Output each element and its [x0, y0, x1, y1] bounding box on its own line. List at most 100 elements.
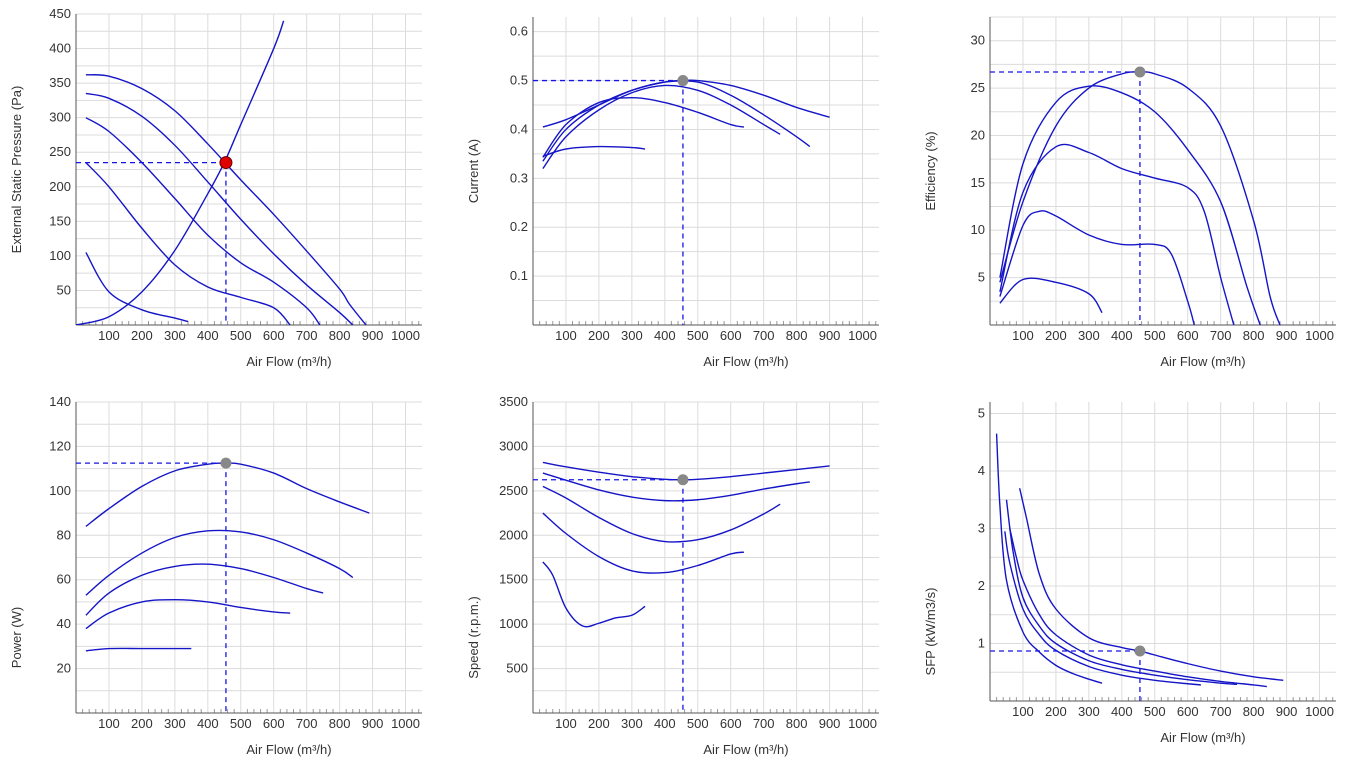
- series-group: [995, 433, 1284, 688]
- x-tick-label: 500: [687, 328, 709, 343]
- x-tick-label: 300: [621, 328, 643, 343]
- x-tick-label: 400: [1111, 328, 1133, 343]
- y-axis-label: SFP (kW/m3/s): [923, 588, 938, 676]
- y-tick-label: 10: [971, 222, 985, 237]
- y-tick-label: 40: [57, 616, 71, 631]
- y-tick-label: 20: [57, 661, 71, 676]
- series-line-3: [1005, 499, 1238, 686]
- x-tick-label: 400: [1111, 704, 1133, 719]
- y-tick-label: 400: [49, 41, 71, 56]
- y-tick-label: 50: [57, 282, 71, 297]
- series-group: [542, 79, 830, 169]
- y-tick-label: 250: [49, 144, 71, 159]
- series-line-4: [542, 96, 745, 158]
- x-tick-label: 100: [98, 328, 120, 343]
- y-tick-label: 500: [506, 661, 528, 676]
- x-tick-label: 1000: [1305, 328, 1334, 343]
- series-line-5: [85, 252, 189, 323]
- chart-efficiency: 100 200 300 400 500 600 700 800 900 1000 5 10 15 20 25…: [923, 16, 1336, 369]
- y-tick-label: 25: [971, 80, 985, 95]
- x-tick-label: 900: [362, 328, 384, 343]
- x-tick-label: 1000: [848, 328, 877, 343]
- y-tick-label: 450: [49, 6, 71, 21]
- series-line-1: [85, 74, 367, 325]
- x-tick-label: 100: [1012, 704, 1034, 719]
- x-tick-label: 1000: [391, 328, 420, 343]
- x-axis-label: Air Flow (m³/h): [703, 354, 788, 369]
- series-line-4: [1004, 531, 1201, 686]
- operating-point-marker[interactable]: [1134, 66, 1146, 78]
- y-tick-label: 3500: [499, 394, 528, 409]
- x-tick-label: 600: [720, 328, 742, 343]
- chart-pressure: 100 200 300 400 500 600 700 800 900 1000 50 100 150 2…: [9, 6, 422, 369]
- y-tick-label: 30: [971, 33, 985, 48]
- x-tick-label: 900: [1276, 328, 1298, 343]
- y-tick-label: 100: [49, 483, 71, 498]
- chart-speed: 100 200 300 400 500 600 700 800 900 1000 500 1000 15…: [466, 394, 879, 757]
- x-tick-label: 800: [786, 716, 808, 731]
- series-line-4: [999, 210, 1195, 325]
- series-line-3: [85, 117, 321, 325]
- operating-point-marker[interactable]: [1134, 645, 1146, 657]
- y-tick-label: 0.2: [510, 219, 528, 234]
- x-tick-label: 900: [362, 716, 384, 731]
- series-line-5: [85, 647, 192, 652]
- x-tick-label: 600: [1177, 328, 1199, 343]
- series-line-2: [999, 85, 1261, 325]
- series-line-4: [85, 599, 291, 630]
- series-group: [999, 71, 1281, 325]
- x-tick-label: 700: [296, 716, 318, 731]
- x-tick-label: 1000: [848, 716, 877, 731]
- series-line-3: [999, 143, 1235, 325]
- chart-current: 100 200 300 400 500 600 700 800 900 1000 0.1 0.2 0.3…: [466, 17, 879, 369]
- x-tick-label: 500: [230, 716, 252, 731]
- y-tick-label: 5: [978, 270, 985, 285]
- y-tick-label: 140: [49, 394, 71, 409]
- y-tick-label: 0.1: [510, 268, 528, 283]
- y-axis-label: Power (W): [9, 607, 24, 668]
- x-axis-label: Air Flow (m³/h): [246, 354, 331, 369]
- series-line-4: [542, 512, 744, 574]
- x-tick-label: 100: [1012, 328, 1034, 343]
- x-tick-label: 300: [164, 716, 186, 731]
- x-axis-label: Air Flow (m³/h): [1160, 730, 1245, 745]
- x-tick-label: 100: [555, 328, 577, 343]
- x-tick-label: 400: [654, 716, 676, 731]
- x-tick-label: 500: [1144, 328, 1166, 343]
- y-axis-label: Speed (r.p.m.): [466, 596, 481, 678]
- x-tick-label: 200: [588, 328, 610, 343]
- y-tick-label: 0.3: [510, 170, 528, 185]
- series-line-2: [85, 529, 354, 596]
- x-axis-label: Air Flow (m³/h): [246, 742, 331, 757]
- x-tick-label: 200: [131, 328, 153, 343]
- series-line-2: [542, 472, 810, 502]
- x-tick-label: 100: [98, 716, 120, 731]
- x-tick-label: 100: [555, 716, 577, 731]
- x-tick-label: 700: [296, 328, 318, 343]
- chart-sfp: 100 200 300 400 500 600 700 800 900 1000 1 2 3 4 5 Air …: [923, 402, 1336, 745]
- x-tick-label: 800: [329, 328, 351, 343]
- y-tick-label: 1500: [499, 572, 528, 587]
- x-tick-label: 300: [1078, 704, 1100, 719]
- x-tick-label: 700: [1210, 704, 1232, 719]
- x-tick-label: 600: [720, 716, 742, 731]
- x-tick-label: 400: [197, 328, 219, 343]
- x-tick-label: 200: [588, 716, 610, 731]
- operating-point-marker[interactable]: [220, 457, 232, 469]
- y-tick-label: 1: [978, 636, 985, 651]
- y-tick-label: 150: [49, 213, 71, 228]
- operating-point-marker[interactable]: [677, 474, 689, 486]
- y-tick-label: 2000: [499, 527, 528, 542]
- y-tick-label: 1000: [499, 616, 528, 631]
- x-tick-label: 300: [164, 328, 186, 343]
- x-tick-label: 900: [819, 716, 841, 731]
- y-tick-label: 0.4: [510, 121, 528, 136]
- operating-point-marker[interactable]: [677, 75, 689, 87]
- operating-point-marker[interactable]: [219, 156, 233, 170]
- x-tick-label: 200: [131, 716, 153, 731]
- series-line-4: [85, 162, 291, 325]
- y-tick-label: 4: [978, 463, 985, 478]
- x-tick-label: 600: [263, 328, 285, 343]
- x-tick-label: 700: [753, 328, 775, 343]
